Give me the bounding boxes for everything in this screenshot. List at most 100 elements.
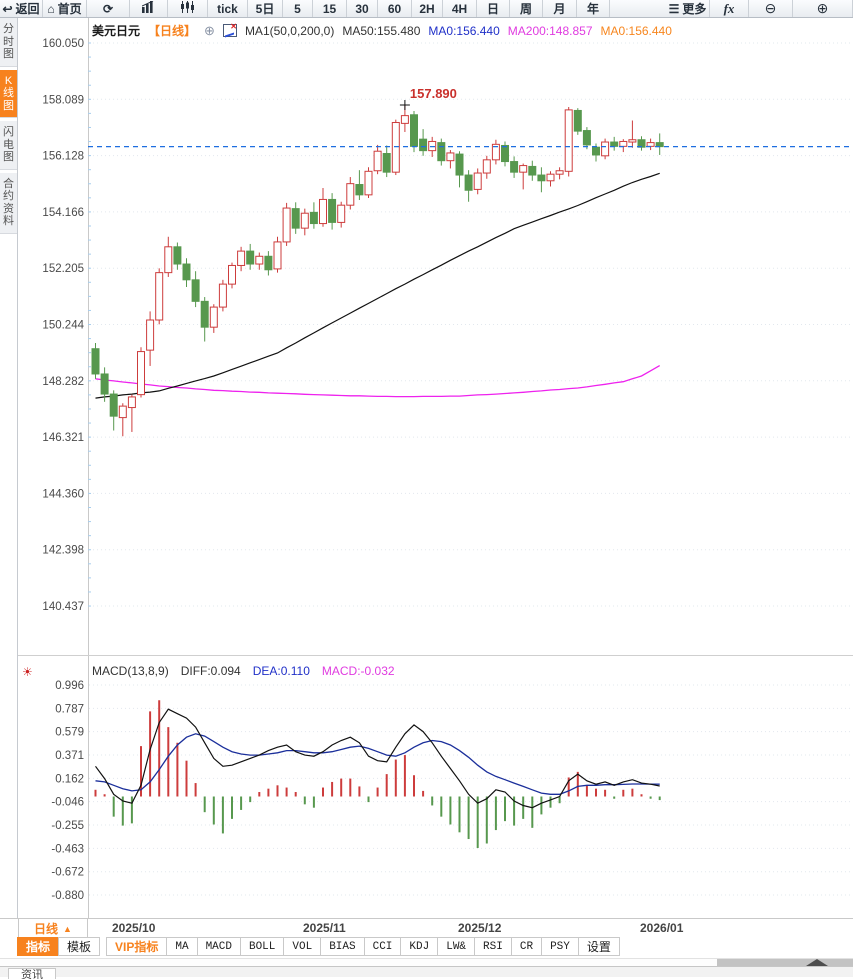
- indicator-tab-BIAS[interactable]: BIAS: [320, 937, 365, 956]
- indicator-tab-MA[interactable]: MA: [166, 937, 198, 956]
- macd-name-label: MACD(13,8,9): [92, 664, 169, 678]
- x-axis-label: 2026/01: [640, 921, 684, 935]
- indicator-tab-模板[interactable]: 模板: [58, 937, 101, 956]
- candle-body: [400, 115, 409, 124]
- macd-dea-value: DEA:0.110: [252, 664, 310, 678]
- ma200-line-path: [95, 365, 661, 398]
- sidebar-tab-char: 电: [3, 138, 14, 151]
- indicator-tab-LW&[interactable]: LW&: [437, 937, 476, 956]
- candle-body: [218, 283, 227, 308]
- candle-body: [100, 373, 109, 395]
- toolbar-home-button[interactable]: ⌂ 首页: [43, 0, 87, 17]
- candle-body: [601, 141, 610, 157]
- toolbar-tick-button[interactable]: tick: [208, 0, 248, 17]
- candle-body: [364, 170, 373, 196]
- candle-body: [291, 208, 300, 229]
- indicator-tab-CR[interactable]: CR: [510, 937, 543, 956]
- toolbar-min60-button[interactable]: 60: [378, 0, 412, 17]
- sidebar-tab-char: 分: [3, 23, 14, 35]
- candle-body: [592, 146, 600, 156]
- indicator-tab-VOL[interactable]: VOL: [283, 937, 322, 956]
- indicator-tab-CCI[interactable]: CCI: [363, 937, 402, 956]
- toolbar-min30-button[interactable]: 30: [347, 0, 378, 17]
- news-tab[interactable]: 资讯: [8, 968, 56, 979]
- toolbar-zoom-in-button[interactable]: ⊕: [793, 0, 853, 17]
- candle-body: [373, 150, 382, 172]
- toolbar-year-button[interactable]: 年: [577, 0, 610, 17]
- indicator-tab-KDJ[interactable]: KDJ: [400, 937, 439, 956]
- toolbar-month-label: 月: [553, 2, 566, 16]
- horizontal-scrollbar[interactable]: [0, 958, 853, 967]
- sidebar-tab-分时图[interactable]: 分时图: [0, 18, 17, 67]
- price-grid: [89, 42, 853, 607]
- diff-line: [95, 708, 660, 809]
- toolbar-min5-button[interactable]: 5: [283, 0, 313, 17]
- home-icon: ⌂: [47, 1, 55, 16]
- toolbar-tick-label: tick: [217, 1, 238, 16]
- toolbar-back-button[interactable]: ↩ 返回: [0, 0, 43, 17]
- toolbar-back-label: 返回: [15, 2, 40, 16]
- candle-body: [246, 250, 255, 265]
- toolbar-zoom-out-button[interactable]: ⊖: [749, 0, 793, 17]
- indicator-badge-icon[interactable]: ✕: [222, 22, 237, 38]
- sidebar-tab-char: 约: [3, 190, 14, 202]
- indicator-tab-指标[interactable]: 指标: [17, 937, 60, 956]
- add-indicator-icon[interactable]: ⊕: [204, 22, 215, 38]
- indicator-tab-VIP指标[interactable]: VIP指标: [106, 937, 168, 956]
- sidebar-tab-char: 闪: [3, 126, 14, 138]
- macd-tick-label: -0.255: [51, 820, 84, 832]
- ma200-line: [95, 365, 661, 398]
- candle-body: [464, 174, 473, 191]
- toolbar-month-button[interactable]: 月: [543, 0, 577, 17]
- toolbar-min60-label: 60: [387, 1, 402, 16]
- toolbar-week-label: 周: [519, 2, 532, 16]
- period-dropdown-button[interactable]: 日线 ▲: [18, 919, 88, 938]
- candle-body: [419, 138, 428, 152]
- scrollbar-thumb[interactable]: [717, 959, 853, 966]
- toolbar-min5-label: 5: [294, 1, 301, 16]
- candle-body: [209, 306, 218, 328]
- refresh-icon: ⟳: [102, 1, 114, 16]
- sidebar-tab-闪电图[interactable]: 闪电图: [0, 121, 17, 170]
- toolbar-refresh-button[interactable]: ⟳: [87, 0, 130, 17]
- delete-indicator-icon[interactable]: ✕: [230, 22, 237, 31]
- candle-body: [555, 170, 564, 175]
- indicator-tab-RSI[interactable]: RSI: [474, 937, 512, 956]
- sidebar-tab-合约资料[interactable]: 合约资料: [0, 172, 17, 234]
- toolbar-hour4-button[interactable]: 4H: [443, 0, 477, 17]
- toolbar-week-button[interactable]: 周: [510, 0, 543, 17]
- toolbar-day-button[interactable]: 日: [477, 0, 510, 17]
- indicator-tab-设置[interactable]: 设置: [577, 937, 620, 956]
- top-toolbar: ↩ 返回 ⌂ 首页 ⟳ tick 5日 5 15 30 60 2H 4H 日 周 月年 ☰ 更多 fx ⊖ ⊕: [0, 0, 853, 18]
- menu-icon: ☰: [668, 1, 680, 16]
- candle-body: [182, 263, 191, 281]
- macd-tick-label: 0.996: [55, 680, 84, 692]
- toolbar-five-day-label: 5日: [255, 2, 275, 16]
- macd-tick-label: 0.579: [55, 727, 84, 739]
- scroll-up-icon[interactable]: [806, 959, 828, 966]
- indicator-tab-MACD[interactable]: MACD: [196, 937, 241, 956]
- toolbar-candlestick-button[interactable]: [168, 0, 208, 17]
- macd-histogram: [94, 700, 661, 848]
- zoom-out-icon: ⊖: [764, 0, 777, 16]
- macd-macd-value: MACD:-0.032: [321, 664, 395, 678]
- indicator-tab-BOLL[interactable]: BOLL: [239, 937, 285, 956]
- sidebar-tab-char: 时: [3, 35, 14, 48]
- indicator-tab-PSY[interactable]: PSY: [541, 937, 579, 956]
- toolbar-five-day-button[interactable]: 5日: [248, 0, 283, 17]
- macd-settings-icon[interactable]: ☀: [22, 665, 33, 679]
- candle-body: [264, 255, 273, 271]
- toolbar-min15-button[interactable]: 15: [313, 0, 347, 17]
- price-tick-label: 156.128: [42, 151, 84, 163]
- candle-body: [255, 255, 264, 265]
- toolbar-bar-chart-button[interactable]: [130, 0, 168, 17]
- toolbar-hour2-button[interactable]: 2H: [412, 0, 443, 17]
- candle-body: [646, 142, 655, 147]
- price-tick-label: 158.089: [42, 94, 84, 106]
- toolbar-more-button[interactable]: ☰ 更多: [666, 0, 710, 17]
- toolbar-formula-button[interactable]: fx: [710, 0, 749, 17]
- toolbar-day-label: 日: [486, 2, 499, 16]
- macd-tick-label: -0.463: [51, 843, 84, 855]
